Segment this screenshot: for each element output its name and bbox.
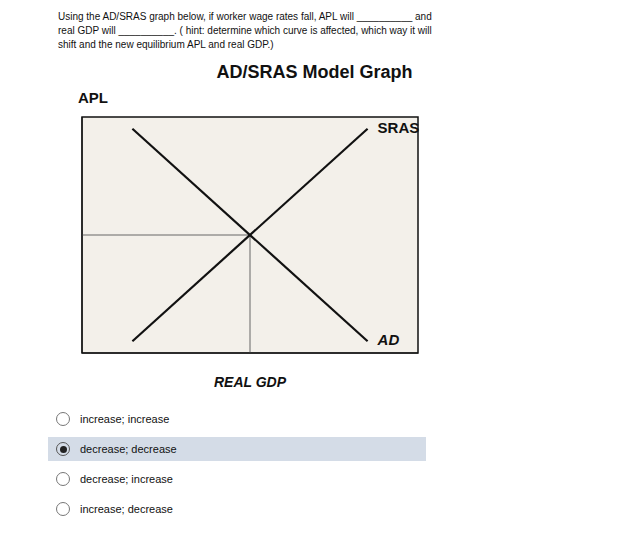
- svg-text:REAL GDP: REAL GDP: [214, 374, 287, 390]
- html-text:APL: APL: [78, 89, 108, 106]
- html-text:decrease; increase: decrease; increase: [80, 473, 173, 485]
- svg-text:SRAS: SRAS: [378, 119, 420, 136]
- html-text:Using the AD/SRAS graph below,: Using the AD/SRAS graph below, if worker…: [58, 11, 432, 22]
- html-text:decrease; decrease: decrease; decrease: [80, 443, 177, 455]
- html-text:AD/SRAS Model Graph: AD/SRAS Model Graph: [216, 62, 413, 82]
- html-text:real GDP will __________. ( hi: real GDP will __________. ( hint: determ…: [58, 25, 432, 36]
- html-text:increase; decrease: increase; decrease: [80, 503, 173, 515]
- html-text:increase; increase: increase; increase: [80, 413, 170, 425]
- svg-text:AD: AD: [377, 331, 400, 348]
- html-text:shift and the new equilibrium: shift and the new equilibrium APL and re…: [58, 39, 274, 50]
